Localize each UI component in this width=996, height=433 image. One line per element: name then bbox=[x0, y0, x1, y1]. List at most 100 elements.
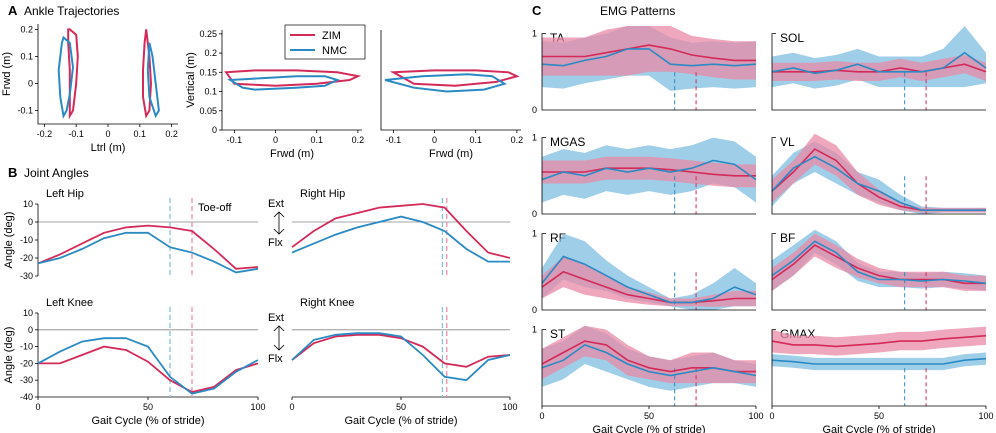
legend: ZIM NMC bbox=[284, 24, 366, 60]
right_knee-xlabel: Gait Cycle (% of stride) bbox=[344, 415, 457, 427]
emg_SOL-nmc-trace bbox=[771, 51, 987, 75]
left_hip-ytick-label: 10 bbox=[23, 199, 33, 209]
emg_ST-xtick-label: 100 bbox=[748, 411, 763, 421]
left_knee-xlabel: Gait Cycle (% of stride) bbox=[91, 415, 204, 427]
ankle_left_side-xtick-label: 0 bbox=[273, 135, 278, 145]
emg_TA-ytick-top: 1 bbox=[532, 29, 537, 39]
emg_TA-axes bbox=[541, 33, 756, 111]
toe-off-label: Toe-off bbox=[198, 202, 232, 214]
left_knee-xtick-label: 50 bbox=[143, 402, 153, 412]
emg_VL-title: VL bbox=[780, 135, 795, 149]
ankle_left_side-ytick-label: 0.15 bbox=[199, 67, 217, 77]
emg_MGAS-title: MGAS bbox=[550, 135, 585, 149]
ext-flx-knee: Ext Flx bbox=[268, 312, 285, 365]
left_knee-ytick-label: -10 bbox=[20, 342, 33, 352]
ankle_left_side-ylabel: Vertical (m) bbox=[185, 52, 197, 108]
left_knee-ytick-label: 0 bbox=[28, 325, 33, 335]
ankle_left_side-xtick-label: -0.1 bbox=[227, 135, 243, 145]
plots-layer: -0.2 -0.1 0 0.1 0.2 0.2 0.1 0 -0.1 Ltrl (m) Frwd (… bbox=[1, 24, 994, 433]
ankle_right_side-xtick-label: 0 bbox=[432, 135, 437, 145]
ankle_left_side-xtick-label: 0.2 bbox=[352, 135, 365, 145]
emg_MGAS-nmc-trace bbox=[541, 159, 757, 181]
left_knee-ylabel: Angle (deg) bbox=[3, 327, 15, 384]
ankle_left_side-zim-trace bbox=[224, 69, 362, 87]
ext-label: Ext bbox=[268, 198, 284, 210]
emg_SOL-title: SOL bbox=[780, 31, 804, 45]
right_knee-zim-trace bbox=[291, 333, 511, 368]
ankle_left_side-ytick-label: 0.05 bbox=[199, 106, 217, 116]
emg_MGAS-ytick-top: 1 bbox=[532, 133, 537, 143]
emg_SOL-zim-band bbox=[772, 55, 986, 81]
left_hip-ylabel: Angle (deg) bbox=[3, 212, 15, 269]
right_knee-nmc-trace bbox=[291, 332, 511, 382]
ankle-title: Ankle Trajectories bbox=[24, 4, 119, 18]
emg_RF-ytick-bottom: 0 bbox=[532, 305, 537, 315]
ankle_left_side-xlabel: Frwd (m) bbox=[270, 148, 314, 160]
ankle_top-ytick-label: -0.1 bbox=[17, 105, 33, 115]
emg_VL-axes bbox=[771, 137, 986, 215]
ankle_right_side-nmc-trace bbox=[384, 73, 507, 93]
flx-label: Flx bbox=[268, 237, 283, 249]
ankle_top-ytick-label: 0.1 bbox=[20, 51, 33, 61]
left_knee-ytick-label: -30 bbox=[20, 375, 33, 385]
emg_GMAX-nmc-band bbox=[772, 352, 986, 371]
emg_ST-xtick-label: 50 bbox=[644, 411, 654, 421]
left_hip-ytick-label: -10 bbox=[20, 235, 33, 245]
emg_RF-axes bbox=[541, 233, 756, 311]
ankle_left_side-nmc-trace bbox=[226, 75, 341, 91]
emg_TA-zim-band bbox=[542, 26, 756, 80]
emg_TA-zim-trace bbox=[542, 44, 756, 62]
ankle_top-ytick-label: 0 bbox=[28, 78, 33, 88]
emg_VL-zim-band bbox=[772, 133, 986, 213]
section-b-label: B bbox=[8, 165, 17, 180]
ext-flx-arrow bbox=[273, 211, 285, 235]
emg_ST-xtick-label: 0 bbox=[539, 411, 544, 421]
ankle_left_side-ytick-label: 0.25 bbox=[199, 29, 217, 39]
right_hip-zim-trace bbox=[291, 203, 511, 259]
emg_GMAX-nmc-trace bbox=[771, 357, 987, 365]
ankle_top-xtick-label: 0.2 bbox=[165, 129, 178, 139]
right_knee-xtick-label: 0 bbox=[289, 402, 294, 412]
emg_RF-zim-trace bbox=[541, 270, 756, 304]
emg_ST-zim-band bbox=[542, 325, 756, 384]
right_knee-xtick-label: 100 bbox=[502, 402, 517, 412]
left_knee-ytick-label: 10 bbox=[23, 308, 33, 318]
left_hip-nmc-trace bbox=[37, 231, 259, 274]
ankle_top-xtick-label: 0.1 bbox=[134, 129, 147, 139]
ext-label-knee: Ext bbox=[268, 312, 284, 324]
emg_VL-nmc-trace bbox=[771, 155, 986, 211]
ankle_left_side-ytick-label: 0.1 bbox=[204, 87, 217, 97]
emg_BF-nmc-trace bbox=[771, 240, 987, 285]
emg_ST-nmc-trace bbox=[541, 344, 757, 377]
right_hip-title: Right Hip bbox=[300, 188, 345, 200]
legend-box bbox=[284, 24, 366, 60]
ankle_right_side-zim-trace bbox=[389, 69, 520, 87]
ankle_left_side-ytick-label: 0.2 bbox=[204, 48, 217, 58]
left_hip-ytick-label: -30 bbox=[20, 271, 33, 281]
emg_ST-xlabel: Gait Cycle (% of stride) bbox=[592, 424, 705, 433]
left_knee-ytick-label: -20 bbox=[20, 358, 33, 368]
ankle_top-ylabel: Frwd (m) bbox=[1, 52, 13, 96]
left_hip-ytick-label: -20 bbox=[20, 253, 33, 263]
emg_RF-nmc-band bbox=[542, 233, 756, 310]
ankle_top-xtick-label: 0 bbox=[105, 129, 110, 139]
left_knee-title: Left Knee bbox=[46, 297, 93, 309]
ankle_right_side-xlabel: Frwd (m) bbox=[429, 148, 473, 160]
emg_SOL-axes bbox=[771, 33, 986, 111]
ankle_top-nmc-trace bbox=[57, 35, 75, 119]
ankle_top-axes bbox=[37, 24, 178, 125]
emg_BF-title: BF bbox=[780, 231, 795, 245]
right_knee-xtick-label: 50 bbox=[396, 402, 406, 412]
joint-title: Joint Angles bbox=[24, 166, 89, 180]
legend-nmc-label: NMC bbox=[322, 45, 347, 57]
ext-flx-arrow-knee bbox=[273, 325, 285, 351]
ankle_top-xlabel: Ltrl (m) bbox=[91, 142, 126, 154]
emg_MGAS-ytick-bottom: 0 bbox=[532, 209, 537, 219]
emg_BF-zim-band bbox=[772, 233, 986, 291]
emg-title: EMG Patterns bbox=[600, 4, 675, 18]
ankle_right_side-xtick-label: -0.1 bbox=[386, 135, 402, 145]
emg_TA-ytick-bottom: 0 bbox=[532, 105, 537, 115]
emg_RF-nmc-trace bbox=[541, 255, 757, 304]
left_hip-ytick-label: 0 bbox=[28, 217, 33, 227]
